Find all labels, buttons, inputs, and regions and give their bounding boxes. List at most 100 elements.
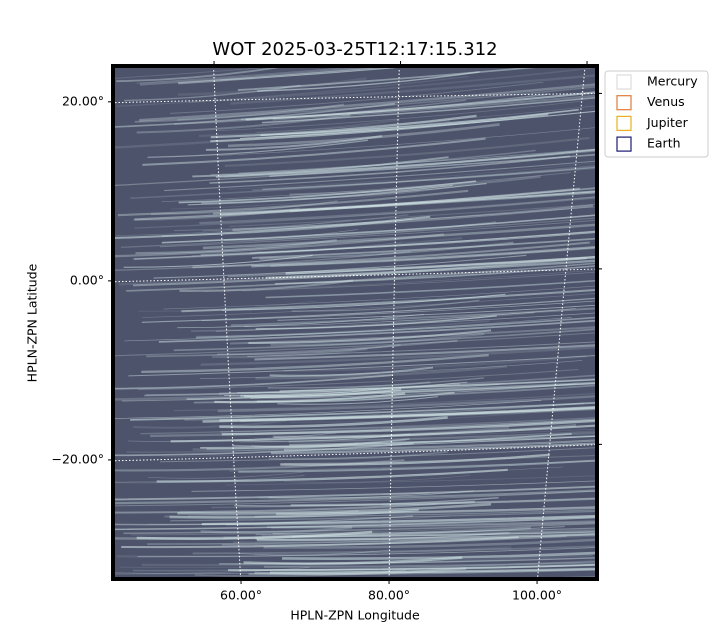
streak [218,100,583,132]
streak [238,549,390,556]
streak [250,383,577,399]
streak [256,532,597,542]
x-axis-label: HPLN-ZPN Longitude [290,608,420,623]
streak [173,214,409,232]
streak [274,586,720,596]
streak [271,521,597,529]
streak [286,0,720,29]
streak [232,204,594,232]
streak [229,203,597,228]
streak [221,419,597,436]
streak [277,396,438,405]
streak [161,214,597,244]
streak [241,271,597,292]
streak [187,182,487,206]
streak [269,153,597,177]
streak [139,83,597,122]
streak [291,299,480,312]
streak [234,496,499,507]
streak [133,419,287,429]
streak [255,532,510,541]
streak [142,293,597,318]
streak [224,136,590,167]
legend-swatch [616,115,632,132]
streak [113,442,414,457]
y-tick-label: −20.00° [51,451,104,466]
streak [216,2,482,27]
streak [117,189,469,217]
streak [141,353,489,374]
streak [170,81,544,114]
streak [136,530,373,540]
streak [118,255,597,286]
streak [147,533,597,545]
streak [135,239,337,255]
streak [263,561,597,568]
streak [201,514,597,526]
streak [211,347,368,359]
streak [247,341,597,358]
streak [282,551,597,560]
streak [215,148,597,178]
streak [158,319,597,343]
streak [148,471,304,479]
streak [251,438,407,448]
streak [240,407,597,423]
streak [173,328,597,352]
streak [124,317,572,342]
streak [270,590,720,600]
streak [116,75,469,107]
streak [121,217,597,248]
streak [113,233,445,258]
streak [237,66,558,91]
streak [177,313,424,329]
streak [201,300,597,322]
streak [113,400,542,419]
y-tick-label: 0.00° [70,272,104,287]
streak [252,237,597,259]
streak [257,71,480,92]
legend-label: Mercury [647,74,698,89]
streak [132,237,463,261]
streak [280,453,550,466]
legend-swatch [616,95,632,111]
streak [161,442,597,458]
streak [265,279,597,299]
streak [178,77,367,96]
streak [136,114,351,134]
streak [227,123,500,148]
streak [116,66,284,83]
streak [261,586,720,595]
streak [230,74,597,105]
streak [195,316,597,339]
streak [140,416,597,435]
streak [196,320,490,338]
streak [138,2,518,38]
streak [248,568,597,576]
streak [223,221,497,242]
streak [260,108,579,137]
streak [291,531,597,538]
y-tick-label: 20.00° [62,93,104,108]
grid-line [537,66,586,579]
streak [254,509,597,518]
streak [113,374,393,390]
streak [258,492,431,500]
streak [266,259,597,280]
streak [137,368,579,391]
streak [283,475,471,483]
streak [192,241,590,269]
streak [251,245,597,268]
streak [160,219,597,248]
grid [113,66,597,579]
streak [177,86,597,121]
streak [277,304,597,321]
streak [194,569,406,577]
streak [123,84,301,102]
streak [123,254,313,268]
streak [115,219,352,236]
streak [141,297,597,323]
streak [201,184,453,204]
legend-swatch [616,74,632,90]
